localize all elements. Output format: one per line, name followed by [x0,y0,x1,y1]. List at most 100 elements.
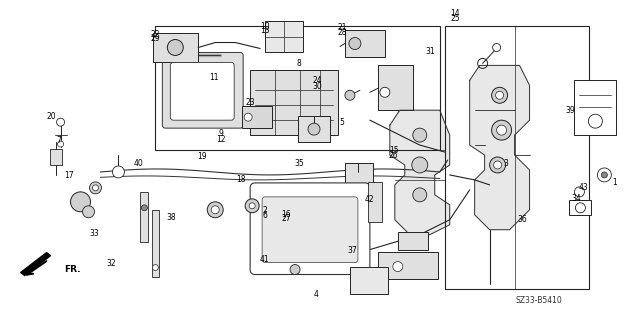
Circle shape [207,202,223,218]
Circle shape [598,168,611,182]
Circle shape [113,166,125,178]
Bar [570,200,591,215]
Bar [368,182,382,222]
Text: 38: 38 [166,213,176,222]
Text: 21: 21 [337,23,346,32]
Bar [49,149,61,165]
Text: 31: 31 [425,47,435,56]
Circle shape [82,206,94,218]
Text: 15: 15 [389,146,398,155]
Circle shape [575,203,586,213]
Text: 34: 34 [572,194,582,204]
Circle shape [496,91,504,99]
Bar [153,33,198,62]
Bar [298,116,330,142]
Circle shape [413,128,427,142]
Circle shape [497,125,506,135]
Text: 9: 9 [218,129,223,138]
Bar [345,163,373,185]
Text: 35: 35 [294,159,304,168]
Circle shape [211,206,219,214]
Circle shape [494,161,501,169]
FancyBboxPatch shape [162,52,243,128]
Circle shape [290,265,300,275]
Bar [250,70,338,135]
Circle shape [244,113,252,121]
Circle shape [308,123,320,135]
Text: 43: 43 [578,183,588,192]
Bar [378,65,413,110]
Text: 32: 32 [106,259,116,268]
Text: 6: 6 [262,211,267,220]
Circle shape [56,118,65,126]
Text: 2: 2 [262,206,267,215]
Text: 8: 8 [296,59,301,68]
Circle shape [345,90,355,100]
Circle shape [92,185,99,191]
Bar [445,26,589,289]
Text: 13: 13 [260,27,270,36]
Text: SZ33-B5410: SZ33-B5410 [515,296,562,305]
FancyBboxPatch shape [250,183,370,275]
Text: 10: 10 [260,22,270,31]
Circle shape [89,182,101,194]
Text: 24: 24 [313,76,323,85]
FancyBboxPatch shape [262,197,358,262]
Bar [141,192,148,242]
Circle shape [245,199,259,213]
Text: 41: 41 [260,255,270,264]
Text: 27: 27 [282,214,291,223]
Text: 5: 5 [339,118,344,127]
Text: 7: 7 [56,136,61,145]
Text: 19: 19 [197,152,206,161]
Text: 3: 3 [503,159,508,168]
Circle shape [349,37,361,50]
Bar [265,20,303,52]
Circle shape [58,141,63,147]
Circle shape [492,120,511,140]
Text: 36: 36 [518,215,527,224]
Text: 20: 20 [46,112,56,121]
Polygon shape [21,252,51,276]
Polygon shape [390,110,449,235]
Circle shape [380,87,390,97]
FancyBboxPatch shape [170,62,234,120]
Circle shape [489,157,506,173]
Bar [398,232,428,250]
Text: 29: 29 [151,35,160,44]
Circle shape [412,157,428,173]
Bar [242,106,272,128]
Bar [350,267,388,294]
Bar [155,26,440,150]
Circle shape [492,87,508,103]
Bar [378,252,438,279]
Text: 14: 14 [451,9,460,18]
Text: 40: 40 [134,159,143,168]
Circle shape [574,187,584,197]
Text: 22: 22 [151,30,160,39]
Circle shape [70,192,91,212]
Bar [345,29,385,58]
Circle shape [492,44,501,52]
Text: 18: 18 [236,175,246,184]
Text: 37: 37 [347,246,357,255]
Text: 12: 12 [216,135,225,144]
Polygon shape [470,65,530,230]
Text: 39: 39 [565,106,575,115]
Text: 16: 16 [282,210,291,219]
Circle shape [413,188,427,202]
Text: 33: 33 [89,229,99,238]
Bar [574,80,617,135]
Circle shape [249,203,255,209]
Text: 1: 1 [612,178,617,187]
Circle shape [601,172,607,178]
Circle shape [167,40,184,55]
Text: 26: 26 [389,151,398,160]
Text: 42: 42 [365,195,374,204]
Text: FR.: FR. [65,265,81,274]
Circle shape [141,205,147,211]
Circle shape [153,265,158,270]
Bar [153,210,160,277]
Text: 28: 28 [337,28,346,37]
Circle shape [393,261,403,271]
